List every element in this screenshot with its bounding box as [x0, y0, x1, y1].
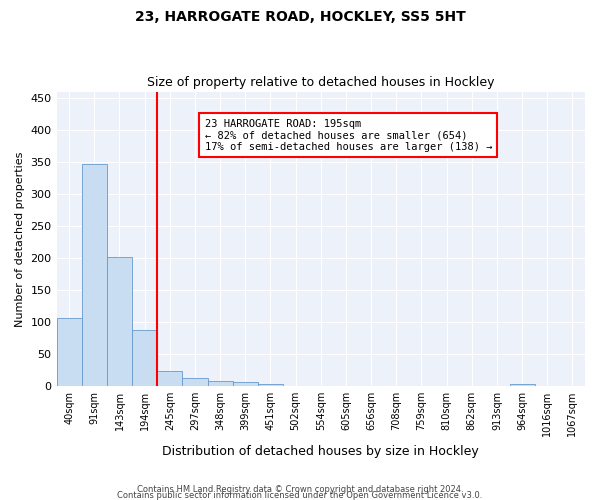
- Bar: [258, 384, 283, 386]
- Bar: [132, 330, 157, 386]
- Text: Contains public sector information licensed under the Open Government Licence v3: Contains public sector information licen…: [118, 490, 482, 500]
- Y-axis label: Number of detached properties: Number of detached properties: [15, 152, 25, 326]
- Bar: [208, 381, 233, 386]
- Text: 23 HARROGATE ROAD: 195sqm
← 82% of detached houses are smaller (654)
17% of semi: 23 HARROGATE ROAD: 195sqm ← 82% of detac…: [205, 118, 492, 152]
- Bar: [82, 164, 107, 386]
- Bar: [182, 378, 208, 386]
- Bar: [233, 382, 258, 386]
- Bar: [107, 257, 132, 386]
- Bar: [509, 384, 535, 386]
- X-axis label: Distribution of detached houses by size in Hockley: Distribution of detached houses by size …: [163, 444, 479, 458]
- Text: Contains HM Land Registry data © Crown copyright and database right 2024.: Contains HM Land Registry data © Crown c…: [137, 484, 463, 494]
- Text: 23, HARROGATE ROAD, HOCKLEY, SS5 5HT: 23, HARROGATE ROAD, HOCKLEY, SS5 5HT: [134, 10, 466, 24]
- Bar: [157, 371, 182, 386]
- Title: Size of property relative to detached houses in Hockley: Size of property relative to detached ho…: [147, 76, 494, 90]
- Bar: [56, 318, 82, 386]
